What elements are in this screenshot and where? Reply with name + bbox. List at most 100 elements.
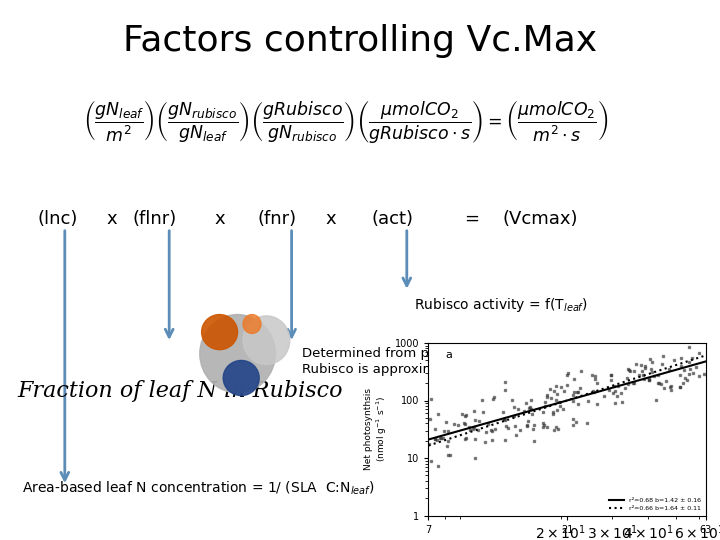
Text: Determined from protein structure (constant 7.16 gR/gN –: Determined from protein structure (const… <box>302 347 690 360</box>
Point <box>429 434 441 443</box>
Point <box>429 425 441 434</box>
Point <box>508 403 520 411</box>
Point <box>631 360 642 368</box>
Point <box>490 425 501 434</box>
Point <box>575 383 586 392</box>
Point <box>452 421 464 430</box>
Point <box>652 371 664 380</box>
Point <box>698 369 709 378</box>
Point <box>458 418 469 427</box>
Point <box>582 396 593 405</box>
Point <box>482 420 493 428</box>
Point <box>550 382 562 390</box>
Point <box>431 436 443 445</box>
Point <box>622 380 634 388</box>
Point <box>469 407 480 415</box>
Point <box>610 399 621 407</box>
Point <box>645 364 657 373</box>
Point <box>538 418 549 427</box>
Text: (act): (act) <box>372 210 413 228</box>
Point <box>444 451 455 460</box>
Point <box>575 367 587 376</box>
Point <box>526 404 537 413</box>
Point <box>627 379 639 388</box>
Point <box>636 360 647 369</box>
Point <box>459 435 470 444</box>
Point <box>688 369 699 377</box>
Point <box>634 370 645 379</box>
Point <box>648 372 660 381</box>
Point <box>666 382 678 390</box>
Point <box>497 408 508 416</box>
Point <box>568 375 580 384</box>
Text: Area-based leaf N concentration = 1/ (SLA  C:N$_{leaf}$): Area-based leaf N concentration = 1/ (SL… <box>22 480 374 497</box>
Point <box>681 375 693 384</box>
Point <box>541 422 552 431</box>
Point <box>611 392 623 401</box>
Point <box>521 422 532 431</box>
Point <box>619 384 631 393</box>
Point <box>551 389 562 398</box>
Point <box>647 358 658 367</box>
Point <box>548 426 559 435</box>
Point <box>528 420 540 429</box>
Point <box>652 379 664 387</box>
Point <box>644 355 656 363</box>
Point <box>572 400 584 408</box>
Point <box>538 408 549 416</box>
Point <box>521 421 533 430</box>
Point <box>469 435 481 444</box>
Point <box>653 379 665 387</box>
Point <box>469 415 481 424</box>
Point <box>559 387 570 395</box>
Point <box>644 376 655 384</box>
Point <box>678 366 690 375</box>
Point <box>562 370 573 379</box>
Point <box>680 373 691 382</box>
Point <box>675 383 686 391</box>
Point <box>647 368 658 376</box>
Point <box>550 395 562 404</box>
Point <box>433 409 444 418</box>
Point <box>467 424 479 433</box>
Point <box>581 418 593 427</box>
Point <box>694 372 706 380</box>
Point <box>612 381 624 390</box>
Point <box>499 415 510 424</box>
Point <box>592 400 603 409</box>
Point <box>487 394 499 403</box>
Point <box>562 369 573 377</box>
Point <box>426 395 437 404</box>
Point <box>425 415 436 423</box>
Text: (Vcmax): (Vcmax) <box>503 210 577 228</box>
Point <box>606 375 617 384</box>
Point <box>570 418 582 427</box>
Point <box>598 392 610 401</box>
Point <box>674 383 685 391</box>
Point <box>521 399 532 408</box>
Point <box>567 421 579 429</box>
Point <box>548 410 559 419</box>
Point <box>589 372 600 380</box>
Point <box>523 403 534 412</box>
Point <box>449 420 460 428</box>
Point <box>561 381 572 389</box>
Point <box>459 412 471 421</box>
Point <box>480 438 491 447</box>
Text: x: x <box>215 210 225 228</box>
Point <box>555 382 567 391</box>
Point <box>693 349 704 357</box>
Point <box>629 379 640 388</box>
Point <box>547 408 559 416</box>
Text: (lnc): (lnc) <box>37 210 78 228</box>
Point <box>500 422 512 430</box>
Text: a: a <box>445 350 452 360</box>
Point <box>487 427 498 436</box>
Point <box>461 411 472 420</box>
Point <box>628 367 639 375</box>
Point <box>567 414 579 423</box>
Point <box>686 353 698 362</box>
Point <box>605 371 616 380</box>
Point <box>460 434 472 442</box>
Point <box>438 427 449 435</box>
